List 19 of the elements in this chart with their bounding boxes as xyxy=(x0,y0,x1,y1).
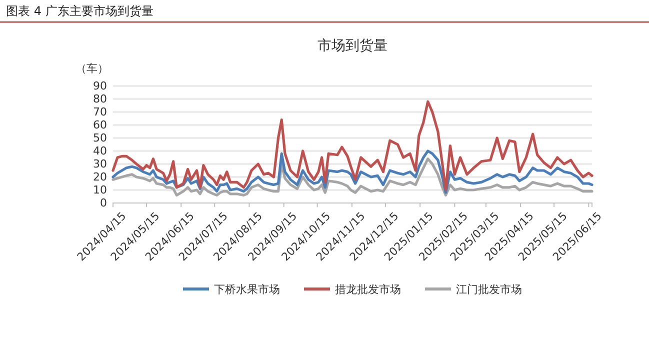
y-tick-label: 20 xyxy=(93,170,107,184)
y-tick-label: 60 xyxy=(93,118,107,132)
y-tick-label: 10 xyxy=(93,184,107,197)
legend-label: 江门批发市场 xyxy=(456,283,522,296)
line-series xyxy=(112,100,594,192)
y-tick-label: 70 xyxy=(93,106,107,119)
y-tick-label: 30 xyxy=(93,158,107,171)
y-tick-label: 40 xyxy=(93,144,107,158)
chart-title: 图表 4 广东主要市场到货量 xyxy=(6,4,154,18)
y-tick-label: 0 xyxy=(100,196,107,210)
y-axis-title: （车） xyxy=(76,62,108,75)
legend-label: 措龙批发市场 xyxy=(335,283,401,296)
chart-subtitle: 市场到货量 xyxy=(318,38,388,54)
line-series xyxy=(112,158,594,196)
y-tick-label: 80 xyxy=(93,92,107,106)
legend-label: 下桥水果市场 xyxy=(214,283,280,296)
line-series xyxy=(112,150,594,194)
y-tick-label: 90 xyxy=(93,80,107,93)
y-tick-label: 50 xyxy=(93,132,107,145)
